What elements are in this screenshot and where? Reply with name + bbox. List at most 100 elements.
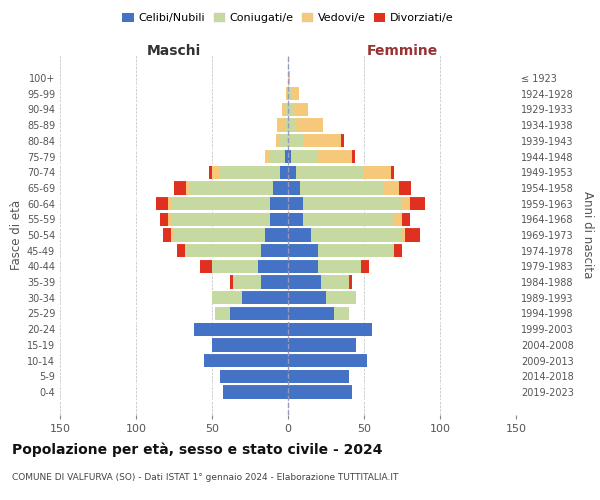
Bar <box>260 244 288 258</box>
Bar <box>319 150 352 163</box>
Bar <box>361 260 368 273</box>
Bar <box>233 276 260 289</box>
Bar <box>220 166 280 179</box>
Bar <box>288 338 356 351</box>
Bar <box>280 166 288 179</box>
Bar <box>288 291 326 304</box>
Y-axis label: Fasce di età: Fasce di età <box>10 200 23 270</box>
Bar <box>364 166 391 179</box>
Bar <box>277 118 285 132</box>
Bar <box>288 181 300 194</box>
Legend: Celibi/Nubili, Coniugati/e, Vedovi/e, Divorziati/e: Celibi/Nubili, Coniugati/e, Vedovi/e, Di… <box>120 10 456 26</box>
Bar <box>288 212 303 226</box>
Bar <box>186 181 189 194</box>
Bar <box>285 150 288 163</box>
Bar <box>280 134 288 147</box>
Bar <box>311 228 402 241</box>
Bar <box>334 307 349 320</box>
Bar <box>168 197 171 210</box>
Bar <box>288 354 367 367</box>
Bar <box>171 197 270 210</box>
Bar <box>270 197 288 210</box>
Bar <box>212 291 242 304</box>
Bar <box>174 228 265 241</box>
Bar <box>288 307 334 320</box>
Bar <box>194 322 288 336</box>
Bar <box>319 244 394 258</box>
Text: Maschi: Maschi <box>147 44 201 58</box>
Bar <box>282 103 286 116</box>
Bar <box>300 181 384 194</box>
Text: Popolazione per età, sesso e stato civile - 2024: Popolazione per età, sesso e stato civil… <box>12 442 383 457</box>
Bar <box>270 150 285 163</box>
Bar <box>402 212 410 226</box>
Bar <box>341 134 344 147</box>
Bar <box>168 212 171 226</box>
Bar <box>303 212 394 226</box>
Bar <box>270 212 288 226</box>
Y-axis label: Anni di nascita: Anni di nascita <box>581 192 593 278</box>
Bar <box>230 276 233 289</box>
Bar <box>205 354 288 367</box>
Bar <box>391 166 394 179</box>
Bar <box>230 307 288 320</box>
Bar <box>399 181 411 194</box>
Bar <box>288 166 296 179</box>
Bar <box>288 370 349 383</box>
Bar <box>288 244 319 258</box>
Bar <box>265 150 270 163</box>
Bar <box>349 276 352 289</box>
Bar <box>296 118 323 132</box>
Bar <box>220 370 288 383</box>
Bar <box>285 118 288 132</box>
Bar <box>352 150 355 163</box>
Bar <box>326 291 356 304</box>
Bar <box>293 103 308 116</box>
Bar <box>410 197 425 210</box>
Bar <box>288 260 319 273</box>
Bar <box>273 181 288 194</box>
Bar <box>394 244 402 258</box>
Bar <box>286 87 288 101</box>
Bar <box>288 197 303 210</box>
Bar <box>160 212 168 226</box>
Bar <box>288 150 291 163</box>
Bar <box>288 87 291 101</box>
Bar <box>171 212 270 226</box>
Bar <box>402 197 410 210</box>
Bar <box>260 276 288 289</box>
Bar <box>174 181 186 194</box>
Bar <box>384 181 399 194</box>
Bar <box>322 276 349 289</box>
Bar <box>257 260 288 273</box>
Bar <box>288 103 293 116</box>
Bar <box>200 260 212 273</box>
Bar <box>288 276 322 289</box>
Bar <box>185 244 260 258</box>
Bar <box>265 228 288 241</box>
Bar <box>405 228 420 241</box>
Text: Femmine: Femmine <box>367 44 437 58</box>
Bar <box>215 307 230 320</box>
Bar <box>303 197 402 210</box>
Bar <box>291 87 299 101</box>
Text: COMUNE DI VALFURVA (SO) - Dati ISTAT 1° gennaio 2024 - Elaborazione TUTTITALIA.I: COMUNE DI VALFURVA (SO) - Dati ISTAT 1° … <box>12 472 398 482</box>
Bar <box>288 386 352 398</box>
Bar <box>288 72 290 85</box>
Bar <box>288 118 296 132</box>
Bar <box>163 228 171 241</box>
Bar <box>242 291 288 304</box>
Bar <box>288 134 303 147</box>
Bar <box>223 386 288 398</box>
Bar <box>288 228 311 241</box>
Bar <box>212 260 257 273</box>
Bar <box>319 260 361 273</box>
Bar <box>212 338 288 351</box>
Bar <box>286 103 288 116</box>
Bar <box>276 134 280 147</box>
Bar <box>212 166 220 179</box>
Bar <box>394 212 402 226</box>
Bar <box>177 244 185 258</box>
Bar <box>296 166 364 179</box>
Bar <box>156 197 168 210</box>
